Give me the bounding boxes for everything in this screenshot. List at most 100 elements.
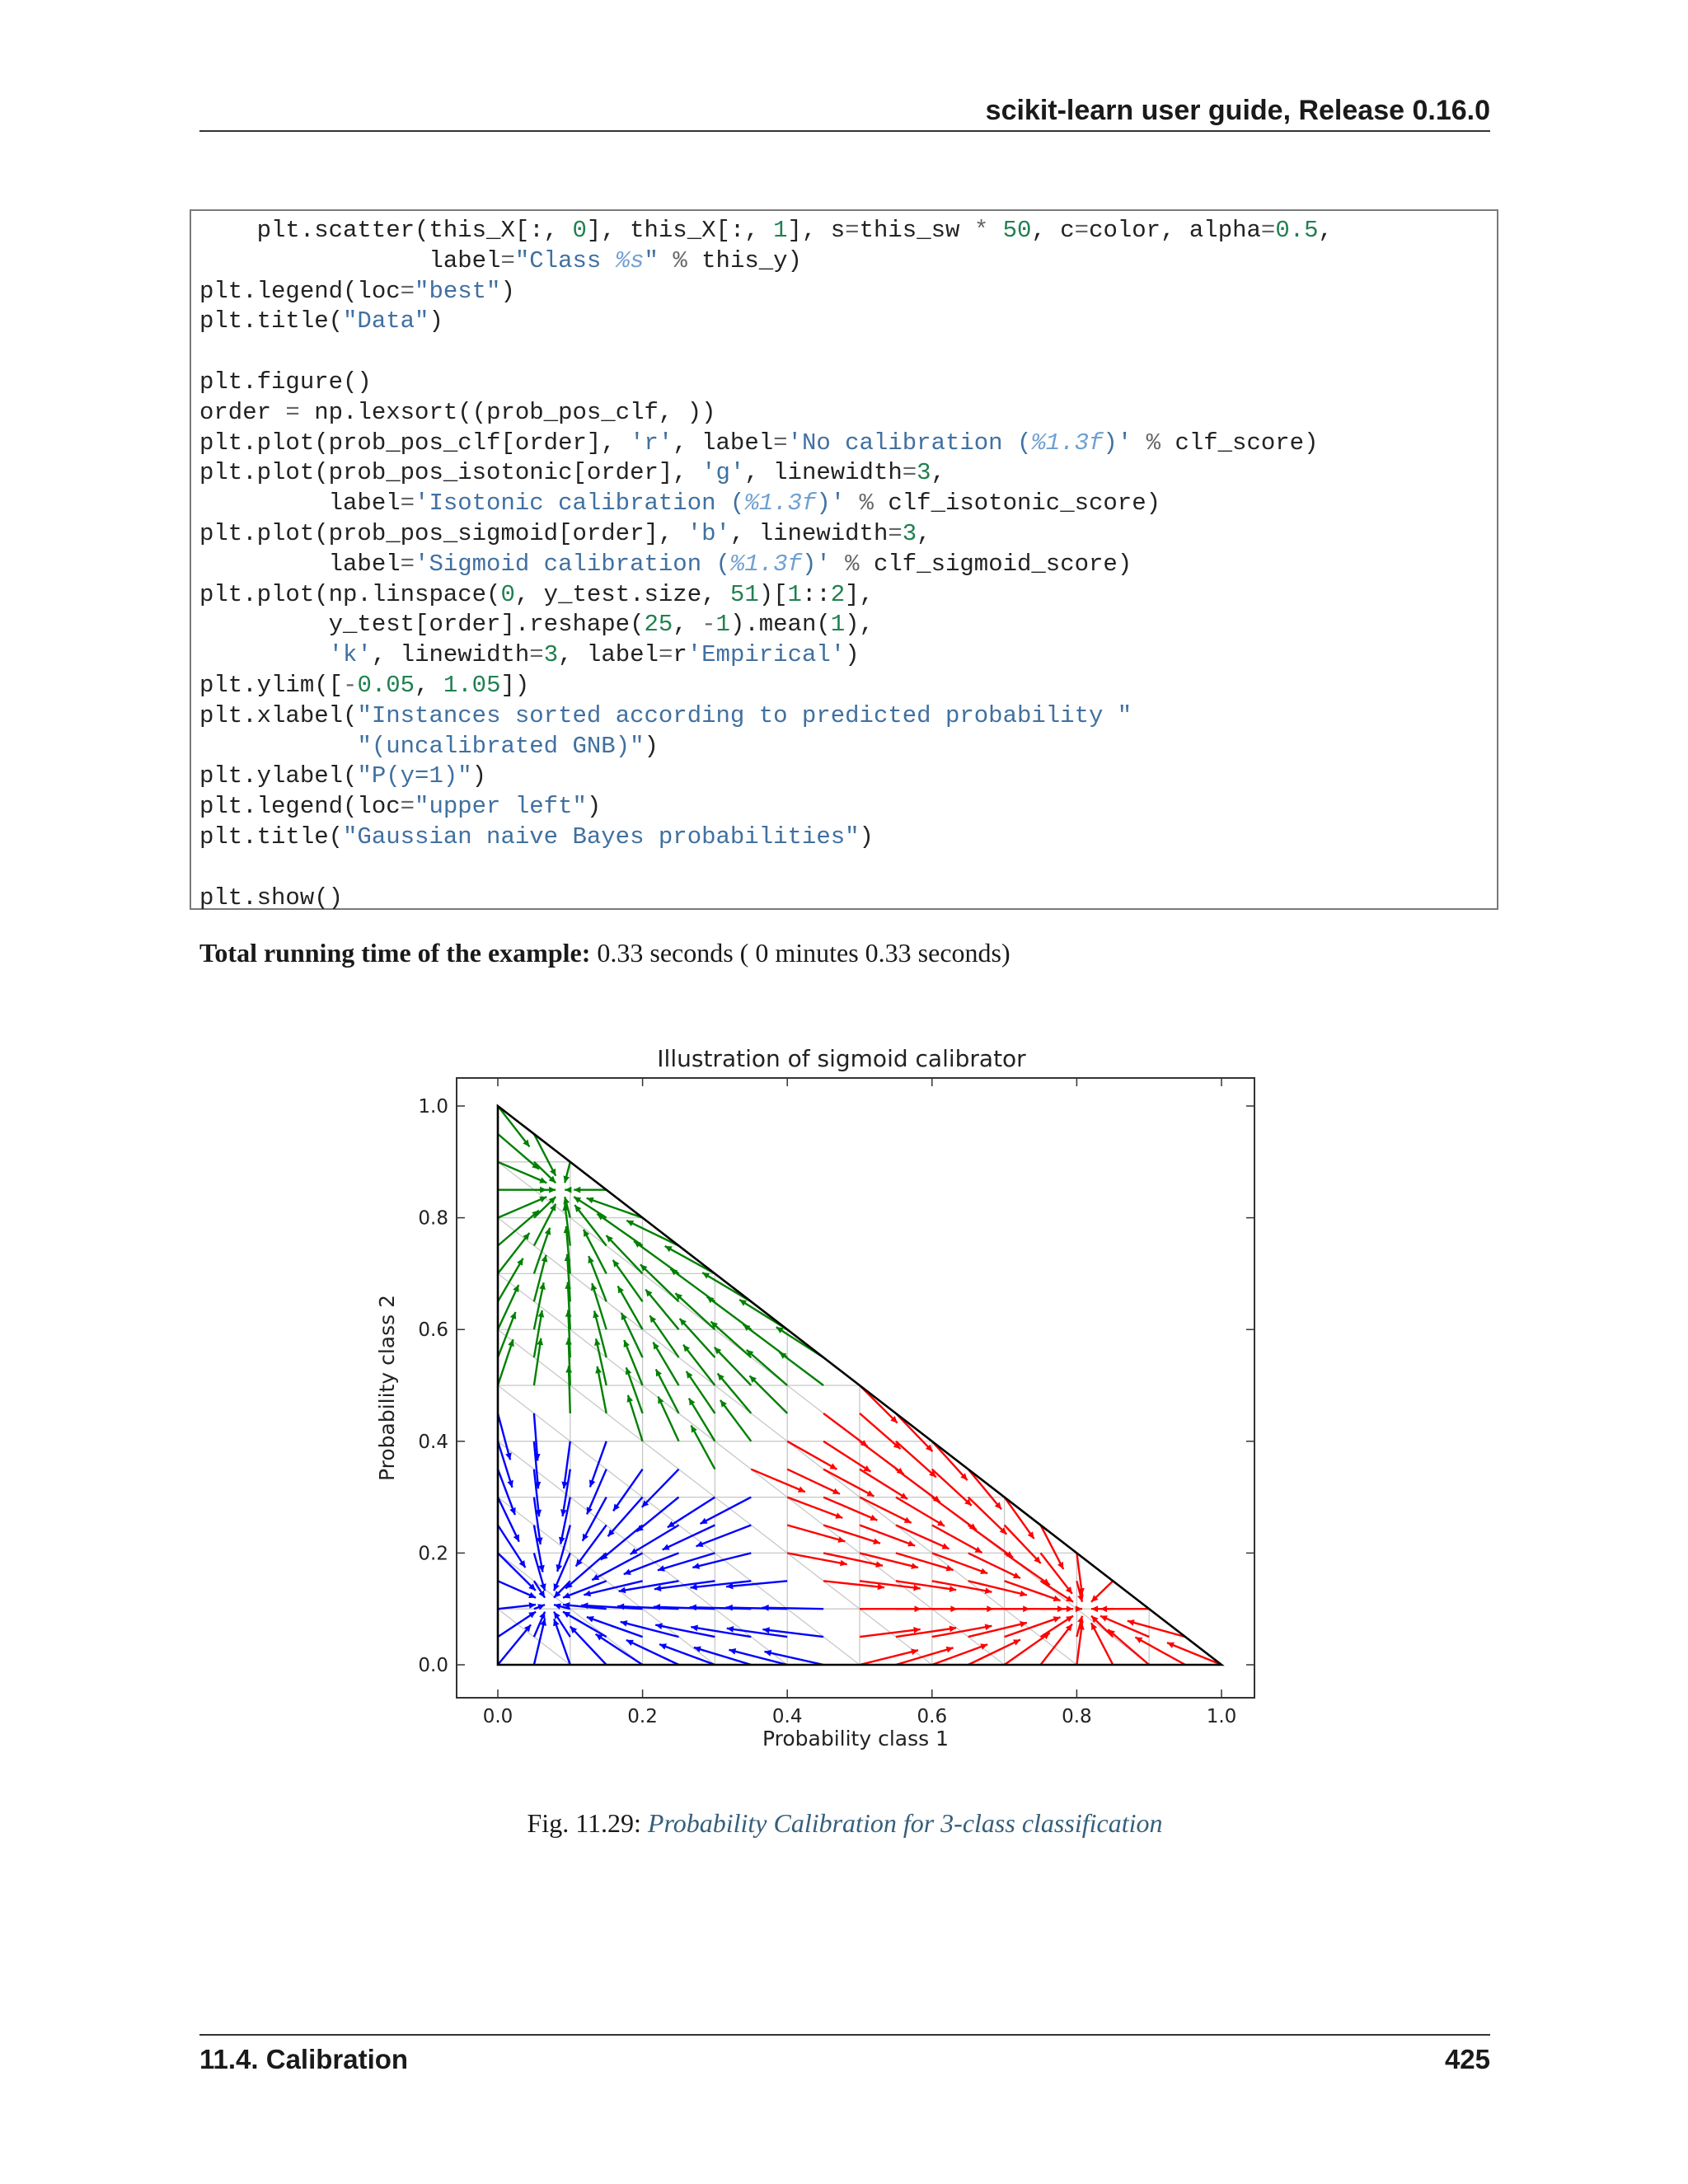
- arrow-shaft: [764, 1650, 824, 1666]
- arrow-shaft: [1134, 1636, 1186, 1666]
- quiver-arrow: [654, 1623, 715, 1638]
- quiver-arrow: [496, 1284, 520, 1330]
- quiver-arrow: [654, 1368, 680, 1414]
- arrow-shaft: [710, 1320, 753, 1358]
- arrow-head: [649, 1315, 657, 1324]
- arrow-shaft: [968, 1638, 1021, 1666]
- arrow-shaft: [1003, 1632, 1051, 1666]
- arrow-head: [539, 1611, 546, 1619]
- arrow-shaft: [895, 1496, 945, 1527]
- arrow-head: [534, 1481, 542, 1489]
- quiver-arrow: [532, 1553, 546, 1591]
- quiver-arrow: [687, 1397, 716, 1442]
- x-tick-label: 0.4: [772, 1706, 803, 1727]
- quiver-arrow: [1003, 1524, 1042, 1564]
- quiver-arrow: [786, 1440, 838, 1470]
- arrow-head: [739, 1300, 748, 1306]
- quiver-arrow: [600, 1524, 644, 1561]
- quiver-arrow: [593, 1310, 607, 1358]
- arrow-shaft: [931, 1524, 983, 1554]
- arrow-shaft: [605, 1235, 644, 1275]
- quiver-arrow: [745, 1348, 788, 1386]
- arrow-shaft: [1107, 1629, 1150, 1666]
- arrow-shaft: [895, 1627, 957, 1638]
- arrow-shaft: [532, 1413, 539, 1461]
- arrow-shaft: [1166, 1642, 1222, 1666]
- arrow-shaft: [729, 1648, 788, 1666]
- quiver-arrow: [748, 1375, 789, 1414]
- quiver-arrow: [594, 1338, 607, 1386]
- arrow-head: [613, 1503, 620, 1511]
- arrow-shaft: [931, 1643, 988, 1666]
- arrow-head: [623, 1568, 631, 1575]
- quiver-arrow: [533, 1196, 557, 1219]
- caption-link[interactable]: Probability Calibration for 3-class clas…: [647, 1808, 1163, 1838]
- quiver-arrow: [590, 1282, 607, 1330]
- quiver-arrow: [561, 1441, 571, 1489]
- quiver-arrow: [569, 1625, 607, 1666]
- arrow-head: [535, 1509, 542, 1517]
- arrow-head: [764, 1649, 772, 1657]
- quiver-arrow: [532, 1441, 542, 1489]
- arrow-head: [907, 1540, 916, 1547]
- arrow-shaft: [582, 1229, 607, 1274]
- arrow-head: [532, 1162, 539, 1169]
- arrow-shaft: [532, 1203, 557, 1247]
- arrow-shaft: [895, 1552, 954, 1572]
- quiver-arrow: [764, 1649, 824, 1666]
- arrow-head: [563, 1601, 570, 1609]
- arrow-head: [688, 1398, 696, 1406]
- arrow-shaft: [497, 1105, 531, 1148]
- arrow-head: [539, 1196, 547, 1202]
- arrow-head: [1053, 1595, 1061, 1602]
- quiver-arrow: [626, 1219, 680, 1247]
- arrow-shaft: [1003, 1496, 1035, 1540]
- quiver-arrow: [497, 1196, 547, 1219]
- arrow-shaft: [823, 1468, 874, 1497]
- quiver-arrow: [533, 1186, 556, 1193]
- arrow-head: [925, 1444, 933, 1452]
- arrow-head: [890, 1416, 898, 1423]
- arrow-head: [964, 1498, 972, 1506]
- arrow-head: [913, 1627, 921, 1633]
- arrow-head: [641, 1500, 649, 1507]
- x-tick-label: 1.0: [1207, 1706, 1237, 1727]
- arrow-head: [621, 1312, 627, 1320]
- quiver-arrow: [1039, 1615, 1074, 1638]
- arrow-shaft: [496, 1284, 520, 1330]
- arrow-head: [513, 1284, 519, 1292]
- y-tick-label: 0.0: [418, 1655, 448, 1676]
- arrow-shaft: [565, 1254, 571, 1302]
- y-tick-label: 0.6: [418, 1319, 448, 1341]
- quiver-arrow: [678, 1318, 716, 1358]
- arrow-shaft: [750, 1468, 806, 1493]
- quiver-arrow: [586, 1197, 643, 1219]
- arrow-head: [1065, 1624, 1072, 1632]
- arrow-shaft: [678, 1318, 716, 1358]
- quiver-arrow: [931, 1552, 988, 1575]
- y-tick-label: 0.2: [418, 1543, 448, 1564]
- quiver-arrow: [625, 1366, 644, 1414]
- arrow-shaft: [617, 1605, 679, 1610]
- arrow-head: [683, 1344, 691, 1352]
- arrow-shaft: [859, 1412, 902, 1450]
- arrow-head: [507, 1479, 513, 1488]
- arrow-head: [553, 1619, 560, 1627]
- quiver-arrow: [553, 1619, 571, 1666]
- arrow-head: [620, 1620, 628, 1627]
- quiver-arrow: [693, 1646, 752, 1666]
- quiver-arrow: [716, 1372, 753, 1414]
- quiver-arrow: [859, 1412, 902, 1450]
- arrow-head: [640, 1264, 648, 1272]
- arrow-shaft: [659, 1643, 715, 1666]
- arrow-shaft: [618, 1580, 679, 1592]
- arrow-shaft: [692, 1552, 752, 1569]
- arrow-shaft: [786, 1524, 846, 1543]
- quiver-arrow: [623, 1552, 679, 1576]
- quiver-arrow: [685, 1371, 716, 1414]
- arrow-shaft: [667, 1496, 716, 1529]
- arrow-shaft: [823, 1524, 881, 1544]
- arrow-shaft: [895, 1440, 937, 1479]
- arrow-head: [626, 1220, 635, 1227]
- quiver-arrow: [1076, 1553, 1085, 1596]
